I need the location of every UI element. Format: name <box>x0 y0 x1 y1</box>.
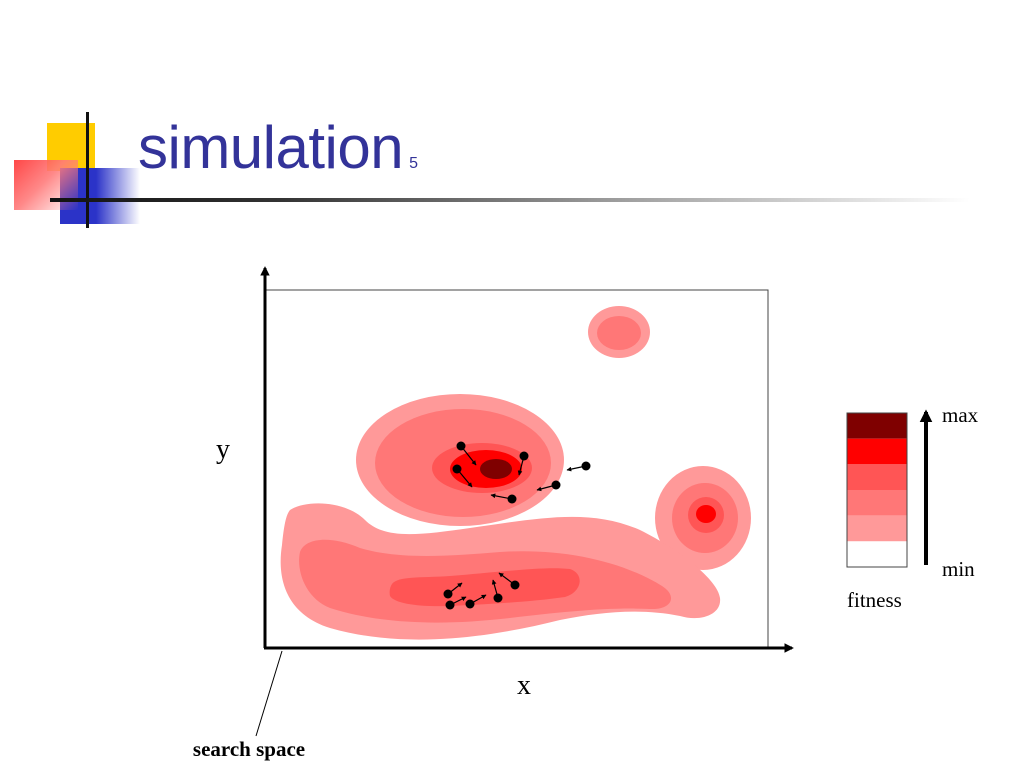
particle <box>536 480 561 492</box>
fitness-peak-small-top <box>588 306 650 358</box>
fitness-peak-central <box>356 394 564 526</box>
fitness-legend-border <box>846 412 908 568</box>
slide-title-text: simulation <box>138 114 404 181</box>
particle <box>445 596 467 610</box>
fitness-legend-caption: fitness <box>847 588 902 612</box>
particle <box>465 594 487 609</box>
fitness-legend-swatches <box>847 413 907 567</box>
particles <box>443 441 591 610</box>
fitness-legend-swatch <box>847 541 907 567</box>
slide-number: 5 <box>409 155 418 172</box>
particle <box>490 493 517 504</box>
fitness-legend-swatch <box>847 515 907 542</box>
title-decoration-vertical-line <box>86 112 89 228</box>
fitness-ridge-bottom <box>280 503 721 640</box>
fitness-legend-max-label: max <box>942 403 979 427</box>
title-underline-rule <box>50 198 970 202</box>
search-space-label: search space <box>193 737 305 761</box>
fitness-legend: max min fitness <box>846 403 979 612</box>
fitness-legend-swatch <box>847 490 907 516</box>
particle <box>491 579 503 603</box>
fitness-peak-right <box>655 466 751 570</box>
particle <box>452 464 473 488</box>
x-axis-label: x <box>517 670 531 701</box>
particle <box>456 441 477 466</box>
particle <box>566 461 591 472</box>
fitness-legend-min-label: min <box>942 557 975 581</box>
fitness-legend-swatch <box>847 413 907 439</box>
y-axis-label: y <box>216 434 230 465</box>
slide-title: simulation 5 <box>138 113 418 199</box>
fitness-legend-swatch <box>847 464 907 490</box>
particle <box>443 582 463 599</box>
particle <box>517 451 529 476</box>
search-space-pointer-line <box>255 650 283 737</box>
fitness-legend-swatch <box>847 438 907 465</box>
particle <box>498 572 520 590</box>
